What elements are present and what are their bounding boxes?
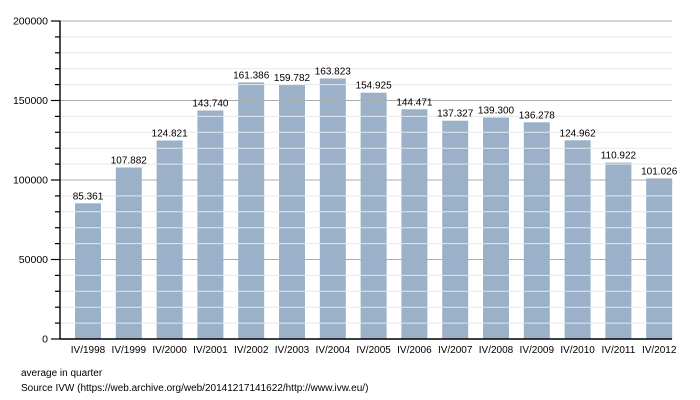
bar-value-label: 159.782 [274, 73, 311, 84]
x-axis-tick-label: IV/1999 [112, 345, 147, 356]
bar-value-label: 124.821 [152, 129, 189, 140]
bar-value-label: 143.740 [192, 98, 229, 109]
bar-value-label: 154.925 [356, 81, 393, 92]
bar [605, 162, 632, 339]
x-axis-tick-label: IV/2009 [520, 345, 555, 356]
bar [646, 178, 673, 339]
x-axis-tick-label: IV/2004 [316, 345, 351, 356]
bar [115, 167, 142, 339]
bar [75, 203, 101, 339]
footer: average in quarter Source IVW (https://w… [21, 366, 368, 396]
bar [197, 110, 224, 339]
bar-value-label: 161.386 [233, 70, 270, 81]
y-axis-tick-label: 100000 [13, 175, 48, 187]
bar [401, 109, 428, 339]
bar [483, 117, 509, 339]
bar-value-label: 85.361 [73, 191, 104, 202]
y-axis-tick-label: 50000 [19, 254, 48, 266]
bar [156, 140, 183, 339]
x-axis-tick-label: IV/2001 [193, 345, 228, 356]
x-axis-tick-label: IV/2005 [356, 345, 391, 356]
x-axis-tick-label: IV/2010 [560, 345, 595, 356]
bar-value-label: 137.327 [437, 109, 474, 120]
bar-value-label: 139.300 [478, 106, 515, 117]
bar-value-label: 136.278 [519, 110, 556, 121]
bar-value-label: 124.962 [560, 128, 597, 139]
x-axis-tick-label: IV/2000 [152, 345, 187, 356]
bar [564, 140, 591, 339]
bar-value-label: 101.026 [641, 166, 678, 177]
y-axis-tick-label: 0 [42, 334, 48, 346]
x-axis-tick-label: IV/2008 [479, 345, 514, 356]
x-axis-tick-label: IV/1998 [71, 345, 106, 356]
x-axis-tick-label: IV/2012 [642, 345, 677, 356]
bar-value-label: 144.471 [396, 97, 433, 108]
x-axis-tick-label: IV/2006 [397, 345, 432, 356]
x-axis-tick-label: IV/2007 [438, 345, 473, 356]
bar [523, 122, 550, 339]
bar [238, 82, 265, 340]
bar [360, 92, 387, 339]
footnote-average-in-quarter: average in quarter [21, 368, 103, 379]
bar-value-label: 163.823 [315, 67, 352, 78]
footnote-source: Source IVW (https://web.archive.org/web/… [21, 383, 369, 394]
bar-value-label: 107.882 [111, 155, 148, 166]
y-axis-tick-label: 200000 [13, 16, 48, 28]
x-axis-tick-label: IV/2002 [234, 345, 269, 356]
bar [319, 78, 346, 339]
x-axis-tick-label: IV/2011 [602, 345, 636, 356]
y-axis-tick-label: 150000 [13, 95, 48, 107]
bar-chart: 0 50000 100000 150000 200000 IV/1998 IV/1999 IV… [13, 16, 678, 357]
bar [442, 120, 469, 339]
x-axis-tick-label: IV/2003 [275, 345, 310, 356]
bar-value-label: 110.922 [601, 151, 637, 162]
